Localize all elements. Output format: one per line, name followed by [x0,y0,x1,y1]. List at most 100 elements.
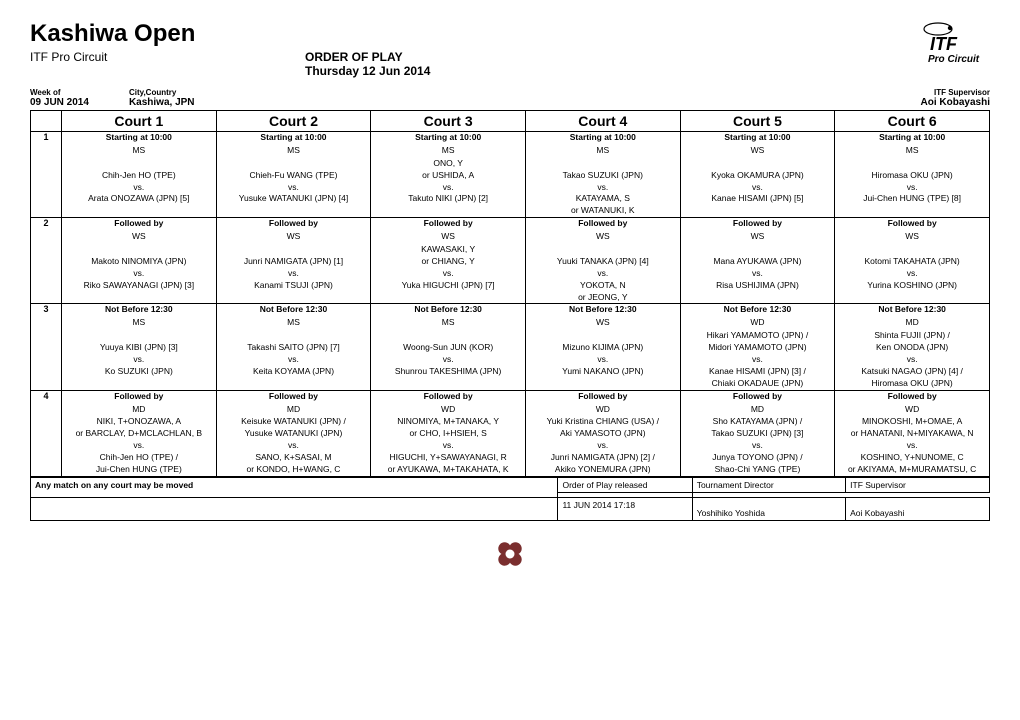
match-line: Jui-Chen HUNG (TPE) [8] [835,193,989,205]
match-line: ONO, Y [371,158,525,170]
match-line [62,158,216,170]
match-line: YOKOTA, N [526,280,680,292]
match-line [835,158,989,170]
week-value: 09 JUN 2014 [30,97,89,108]
match-line: vs. [217,354,371,366]
match-line: vs. [835,354,989,366]
footer-table-2: 11 JUN 2014 17:18 Yoshihiko Yoshida Aoi … [30,497,990,521]
match-line: Makoto NINOMIYA (JPN) [62,256,216,268]
released-label: Order of Play released [558,477,692,492]
match-line: Kyoka OKAMURA (JPN) [681,170,835,182]
match-cell: Not Before 12:30MS Yuuya KIBI (JPN) [3]v… [62,304,217,390]
match-line [681,158,835,170]
match-type: WD [835,404,989,416]
court-header: Court 6 [835,111,990,132]
match-line [526,330,680,342]
match-line: Yumi NAKANO (JPN) [526,366,680,378]
match-cell: Starting at 10:00MS Chieh-Fu WANG (TPE)v… [216,132,371,218]
match-line: NINOMIYA, M+TANAKA, Y [371,416,525,428]
match-cell: Starting at 10:00MS Chih-Jen HO (TPE)vs.… [62,132,217,218]
match-line: Yusuke WATANUKI (JPN) [217,428,371,440]
footer-note: Any match on any court may be moved [31,477,558,497]
director-value: Yoshihiko Yoshida [692,497,845,520]
match-line: Takao SUZUKI (JPN) [526,170,680,182]
director-label: Tournament Director [692,477,845,492]
match-line: Yuuki TANAKA (JPN) [4] [526,256,680,268]
timing-label: Followed by [681,391,835,403]
match-line: vs. [62,182,216,194]
match-cell: Starting at 10:00MSONO, Yor USHIDA, Avs.… [371,132,526,218]
match-line: or CHIANG, Y [371,256,525,268]
timing-label: Not Before 12:30 [371,304,525,316]
match-line: Shao-Chi YANG (TPE) [681,464,835,476]
city-label: City,Country [129,88,195,97]
match-cell: Followed byWS Mana AYUKAWA (JPN)vs.Risa … [680,218,835,304]
match-type: WS [371,231,525,243]
match-line: vs. [681,182,835,194]
timing-label: Followed by [62,218,216,230]
match-line: HIGUCHI, Y+SAWAYANAGI, R [371,452,525,464]
timing-label: Followed by [835,218,989,230]
match-line: Junri NAMIGATA (JPN) [2] / [526,452,680,464]
match-line [217,244,371,256]
match-line: Yusuke WATANUKI (JPN) [4] [217,193,371,205]
timing-label: Followed by [217,218,371,230]
order-of-play-block: ORDER OF PLAY Thursday 12 Jun 2014 [305,50,430,78]
timing-label: Not Before 12:30 [217,304,371,316]
timing-label: Followed by [681,218,835,230]
match-type: WS [681,145,835,157]
svg-text:ITF: ITF [930,34,958,54]
match-line: or CHO, I+HSIEH, S [371,428,525,440]
match-line: vs. [681,268,835,280]
match-type: MD [681,404,835,416]
match-type: WS [526,231,680,243]
timing-label: Followed by [835,391,989,403]
match-line: vs. [371,440,525,452]
match-line [835,244,989,256]
match-line: Takashi SAITO (JPN) [7] [217,342,371,354]
slot-number: 2 [31,218,62,304]
match-line: vs. [526,182,680,194]
court-header: Court 3 [371,111,526,132]
match-line: Chih-Jen HO (TPE) / [62,452,216,464]
footer-table: Any match on any court may be moved Orde… [30,477,990,498]
match-line [62,244,216,256]
match-line: Junya TOYONO (JPN) / [681,452,835,464]
match-type: MS [371,317,525,329]
match-line: vs. [835,440,989,452]
timing-label: Starting at 10:00 [371,132,525,144]
match-line: Junri NAMIGATA (JPN) [1] [217,256,371,268]
match-line: Keita KOYAMA (JPN) [217,366,371,378]
match-line: SANO, K+SASAI, M [217,452,371,464]
match-line: KOSHINO, Y+NUNOME, C [835,452,989,464]
match-line [526,244,680,256]
header: Kashiwa Open ITF Pro Circuit ORDER OF PL… [30,20,990,78]
slot-number: 4 [31,390,62,476]
match-line: MINOKOSHI, M+OMAE, A [835,416,989,428]
match-line: Shunrou TAKESHIMA (JPN) [371,366,525,378]
match-cell: Not Before 12:30MS Takashi SAITO (JPN) [… [216,304,371,390]
timing-label: Not Before 12:30 [526,304,680,316]
match-line: Kanae HISAMI (JPN) [3] / [681,366,835,378]
match-cell: Followed byMDNIKI, T+ONOZAWA, Aor BARCLA… [62,390,217,476]
match-line: vs. [62,354,216,366]
match-cell: Followed byWS Makoto NINOMIYA (JPN)vs.Ri… [62,218,217,304]
match-line: vs. [526,354,680,366]
match-type: MD [217,404,371,416]
match-type: WS [62,231,216,243]
match-type: MD [62,404,216,416]
footer-sup-value: Aoi Kobayashi [846,497,990,520]
match-cell: Starting at 10:00MS Takao SUZUKI (JPN)vs… [525,132,680,218]
match-line: Yuki Kristina CHIANG (USA) / [526,416,680,428]
svg-text:Pro Circuit: Pro Circuit [928,54,980,64]
match-line: Kanae HISAMI (JPN) [5] [681,193,835,205]
match-line: Shinta FUJII (JPN) / [835,330,989,342]
match-line: Woong-Sun JUN (KOR) [371,342,525,354]
match-line: or WATANUKI, K [526,205,680,217]
timing-label: Not Before 12:30 [62,304,216,316]
match-cell: Not Before 12:30MS Woong-Sun JUN (KOR)vs… [371,304,526,390]
match-line: NIKI, T+ONOZAWA, A [62,416,216,428]
supervisor-value: Aoi Kobayashi [921,97,990,108]
timing-label: Followed by [371,218,525,230]
timing-label: Starting at 10:00 [681,132,835,144]
